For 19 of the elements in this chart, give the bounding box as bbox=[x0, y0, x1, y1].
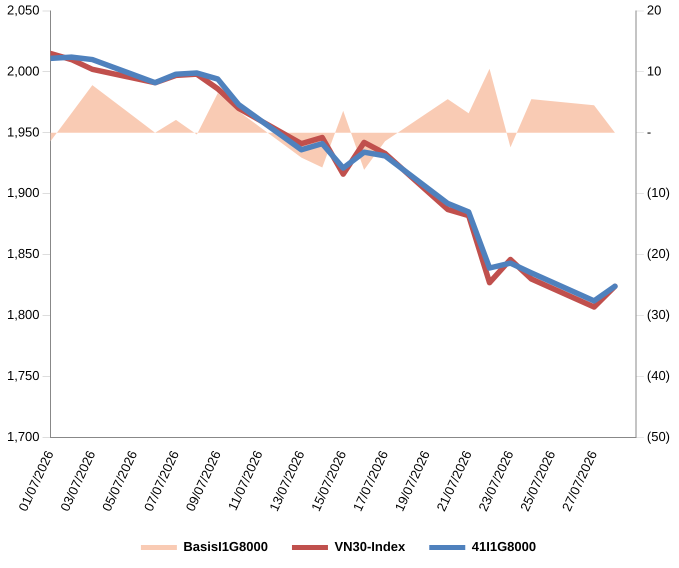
y-tick-label: 1,900 bbox=[6, 185, 40, 200]
y-tick-label: 1,750 bbox=[6, 368, 40, 384]
y-tick-label: 2,000 bbox=[6, 63, 40, 78]
y-tick-label: 1,700 bbox=[6, 429, 40, 444]
y-tick-label: 1,800 bbox=[6, 307, 40, 322]
legend-label: BasisI1G8000 bbox=[183, 539, 268, 554]
y2-tick-label: 20 bbox=[646, 2, 662, 18]
y-tick-label: 2,050 bbox=[6, 2, 40, 18]
y-tick-label: 1,950 bbox=[6, 124, 40, 140]
y-tick-label: 1,850 bbox=[6, 246, 40, 262]
y2-tick-label: (50) bbox=[646, 429, 670, 444]
y2-tick-label: 10 bbox=[646, 63, 662, 78]
y2-tick-label: (40) bbox=[646, 368, 670, 384]
legend-label: VN30-Index bbox=[334, 539, 406, 554]
y2-tick-label: (30) bbox=[646, 307, 670, 322]
y2-tick-label: - bbox=[646, 124, 652, 140]
y2-tick-label: (20) bbox=[646, 246, 670, 262]
y2-tick-label: (10) bbox=[646, 185, 670, 200]
legend-label: 41I1G8000 bbox=[472, 539, 536, 554]
